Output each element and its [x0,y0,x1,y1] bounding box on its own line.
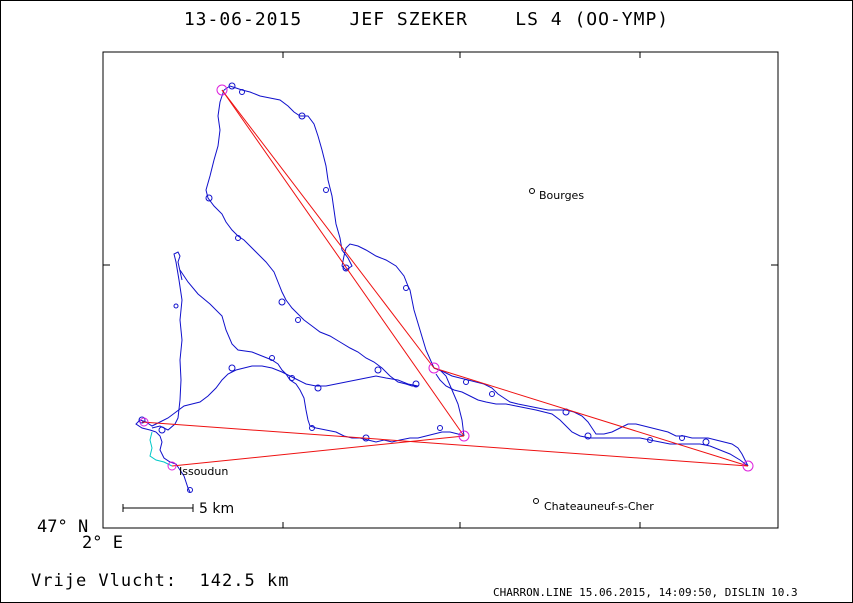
turnpoint-start [167,461,177,471]
city-marker-bourges [529,188,535,194]
track-segment-4 [223,85,435,369]
thermal-markers [138,82,710,493]
task-leg-3 [221,89,435,369]
task-lines [141,89,749,467]
plot-frame [102,51,779,529]
distance-label: Vrije Vlucht: [31,571,178,591]
map-title: 13-06-2015 JEF SZEKER LS 4 (OO-YMP) [183,9,670,30]
city-bourges: Bourges [539,189,584,202]
track-segment-1 [151,251,183,431]
takeoff-leg [149,431,173,467]
free-flight-distance: Vrije Vlucht: 142.5 km [31,571,289,591]
track-segment-7 [433,367,749,467]
turnpoint-center [428,362,440,374]
task-leg-4 [433,367,749,467]
track-segment-6 [135,365,419,433]
distance-value: 142.5 km [199,571,290,591]
track-segment-9 [155,431,191,493]
task-leg-5 [141,421,749,467]
scale-bar-label: 5 km [199,501,234,517]
turnpoint-south [458,430,470,442]
turnpoint-north [216,84,228,96]
turnpoints [139,84,754,472]
task-leg-2 [221,89,465,437]
track-segment-2 [179,269,465,443]
turnpoint-east [742,460,754,472]
scale-bar [122,504,194,512]
city-marker-chateauneuf [533,498,539,504]
track-segment-8 [435,373,749,467]
longitude-label: 2° E [82,533,123,553]
city-issoudun: Issoudun [179,465,228,478]
task-leg-1 [171,435,465,467]
turnpoint-west [139,417,149,427]
flight-track [135,85,749,493]
track-segment-5 [205,89,418,387]
city-chateauneuf: Chateauneuf-s-Cher [544,500,654,513]
footer-info: CHARRON.LINE 15.06.2015, 14:09:50, DISLI… [493,586,798,599]
latitude-label: 47° N [37,517,89,537]
